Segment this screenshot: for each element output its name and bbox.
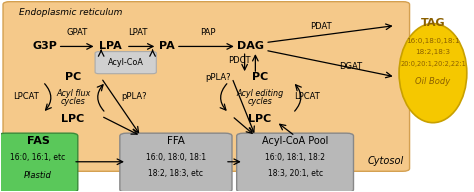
Text: PDAT: PDAT (310, 22, 332, 31)
Text: FFA: FFA (167, 136, 185, 146)
Text: TAG: TAG (420, 18, 445, 28)
Text: LPAT: LPAT (128, 28, 147, 37)
Text: 18:2, 18:3, etc: 18:2, 18:3, etc (148, 169, 203, 178)
Text: LPC: LPC (62, 114, 85, 124)
Text: PC: PC (65, 72, 81, 82)
FancyBboxPatch shape (0, 133, 78, 192)
Text: GPAT: GPAT (66, 28, 88, 37)
Text: PDCT: PDCT (228, 56, 250, 65)
Text: FAS: FAS (27, 136, 49, 146)
Text: DGAT: DGAT (339, 62, 363, 71)
FancyBboxPatch shape (120, 133, 232, 192)
Text: pPLA?: pPLA? (205, 73, 231, 82)
Text: PC: PC (252, 72, 268, 82)
Text: 18:2,18:3: 18:2,18:3 (415, 49, 450, 55)
Text: 16:0, 18:0, 18:1: 16:0, 18:0, 18:1 (146, 153, 206, 162)
Text: 16:0, 18:1, 18:2: 16:0, 18:1, 18:2 (265, 153, 325, 162)
Text: LPC: LPC (248, 114, 272, 124)
Text: 16:0, 16:1, etc: 16:0, 16:1, etc (10, 153, 66, 162)
Text: 16:0,18:0,18:1: 16:0,18:0,18:1 (406, 38, 460, 44)
Text: pPLA?: pPLA? (121, 93, 146, 101)
Text: LPCAT: LPCAT (14, 93, 39, 101)
Text: cycles: cycles (247, 97, 273, 106)
FancyBboxPatch shape (95, 52, 156, 74)
Text: Acyl-CoA Pool: Acyl-CoA Pool (262, 136, 328, 146)
Text: Oil Body: Oil Body (415, 77, 451, 86)
Ellipse shape (399, 24, 467, 123)
Text: PAP: PAP (200, 28, 216, 37)
Text: Plastid: Plastid (24, 171, 52, 180)
FancyBboxPatch shape (237, 133, 354, 192)
Text: G3P: G3P (33, 41, 57, 51)
Text: Acyl-CoA: Acyl-CoA (108, 58, 144, 67)
Text: PA: PA (159, 41, 174, 51)
Text: Acyl editing: Acyl editing (237, 89, 283, 98)
Text: DAG: DAG (237, 41, 264, 51)
Text: 20:0,20:1,20:2,22:1: 20:0,20:1,20:2,22:1 (400, 61, 466, 67)
Text: 18:3, 20:1, etc: 18:3, 20:1, etc (267, 169, 323, 178)
Text: LPCAT: LPCAT (294, 93, 319, 101)
Text: Acyl flux: Acyl flux (56, 89, 91, 98)
Text: cycles: cycles (61, 97, 85, 106)
Text: Endoplasmic reticulum: Endoplasmic reticulum (19, 8, 123, 17)
Text: Cytosol: Cytosol (367, 156, 404, 166)
FancyBboxPatch shape (3, 2, 410, 171)
Text: LPA: LPA (99, 41, 122, 51)
